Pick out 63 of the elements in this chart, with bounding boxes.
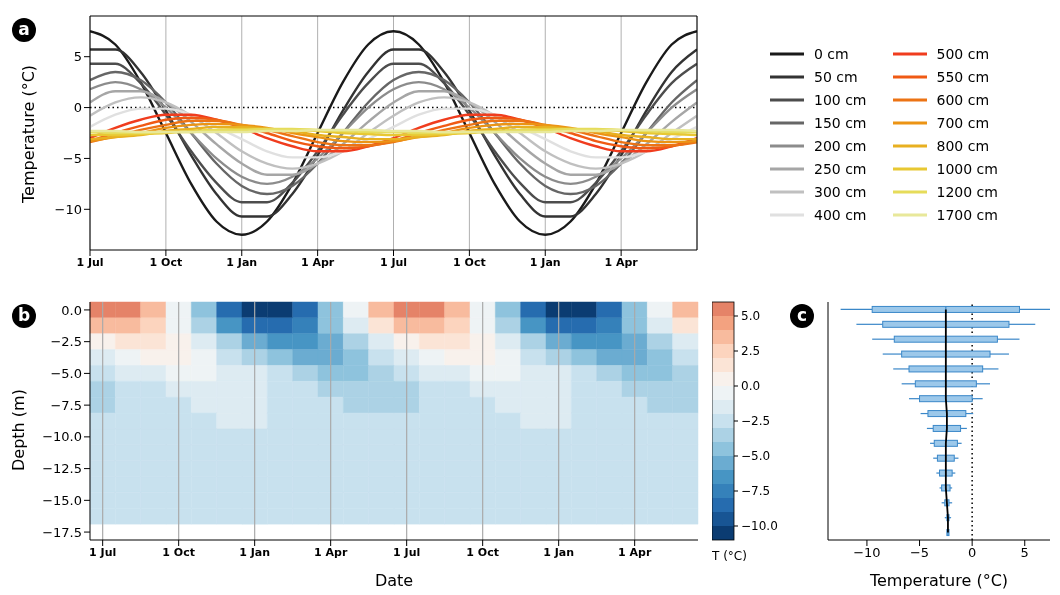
y-tick-label: −5.0 xyxy=(50,366,82,382)
y-tick-label: −10 xyxy=(54,201,82,217)
legend-label: 700 cm xyxy=(936,114,990,131)
y-tick-label: 0.0 xyxy=(61,302,82,318)
x-tick-label: 1 Apr xyxy=(618,545,652,559)
color-bar-label: −5.0 xyxy=(741,449,771,463)
y-tick-label: −15.0 xyxy=(42,492,82,508)
x-tick-label: 1 Oct xyxy=(149,255,183,269)
x-tick-label: 1 Apr xyxy=(300,255,335,269)
color-bar-title: T (°C) xyxy=(711,549,747,563)
color-bar-label: 0.0 xyxy=(741,379,761,393)
legend-label: 400 cm xyxy=(814,206,867,223)
legend-label: 1700 cm xyxy=(936,206,998,223)
y-tick-label: −10.0 xyxy=(42,429,82,445)
y-tick-label: 5 xyxy=(73,49,82,65)
x-tick-label: 1 Jan xyxy=(239,545,271,559)
legend-label: 500 cm xyxy=(936,45,990,62)
y-tick-label: 0 xyxy=(73,100,82,116)
y-tick-label: −5 xyxy=(62,151,82,167)
text: b xyxy=(12,304,36,328)
color-bar-label: 2.5 xyxy=(741,344,761,358)
x-tick-label: 1 Jan xyxy=(226,255,258,269)
x-tick-label: 1 Jul xyxy=(393,545,421,559)
x-tick-label: −10 xyxy=(853,545,881,561)
x-tick-label: 1 Jan xyxy=(529,255,561,269)
legend-label: 1000 cm xyxy=(936,160,998,177)
legend-label: 50 cm xyxy=(814,68,858,85)
x-tick-label: 1 Oct xyxy=(162,545,195,559)
x-tick-label: 1 Apr xyxy=(314,545,348,559)
y-tick-label: −17.5 xyxy=(42,524,82,540)
y-axis-title: Temperature (°C) xyxy=(18,64,38,204)
y-tick-label: −2.5 xyxy=(50,334,82,350)
legend-label: 600 cm xyxy=(936,91,990,108)
y-axis-title: Depth (m) xyxy=(8,389,28,471)
x-axis-title: Temperature (°C) xyxy=(868,571,1009,590)
x-tick-label: 0 xyxy=(968,545,977,561)
x-tick-label: 1 Jul xyxy=(89,545,117,559)
color-bar-label: −2.5 xyxy=(741,414,771,428)
color-bar-label: −10.0 xyxy=(741,519,778,533)
x-tick-label: 1 Oct xyxy=(453,255,486,269)
legend-label: 100 cm xyxy=(814,91,867,108)
x-tick-label: 1 Jan xyxy=(543,545,575,559)
x-tick-label: 1 Jul xyxy=(76,255,104,269)
x-tick-label: 1 Apr xyxy=(604,255,639,269)
text: c xyxy=(790,304,814,328)
x-axis-title: Date xyxy=(374,571,414,590)
legend-label: 0 cm xyxy=(814,45,849,62)
legend-label: 250 cm xyxy=(814,160,867,177)
x-tick-label: −5 xyxy=(909,545,930,561)
x-tick-label: 5 xyxy=(1020,545,1029,561)
color-bar-label: −7.5 xyxy=(741,484,771,498)
x-tick-label: 1 Oct xyxy=(466,545,499,559)
legend-label: 1200 cm xyxy=(936,183,998,200)
legend-label: 150 cm xyxy=(814,114,867,131)
color-bar-label: 5.0 xyxy=(741,309,761,323)
y-tick-label: −12.5 xyxy=(42,461,82,477)
legend-label: 200 cm xyxy=(814,137,867,154)
x-tick-label: 1 Jul xyxy=(379,255,408,269)
text: a xyxy=(12,18,36,42)
legend-label: 800 cm xyxy=(936,137,990,154)
legend-label: 300 cm xyxy=(814,183,867,200)
legend-label: 550 cm xyxy=(936,68,990,85)
y-tick-label: −7.5 xyxy=(50,397,82,413)
